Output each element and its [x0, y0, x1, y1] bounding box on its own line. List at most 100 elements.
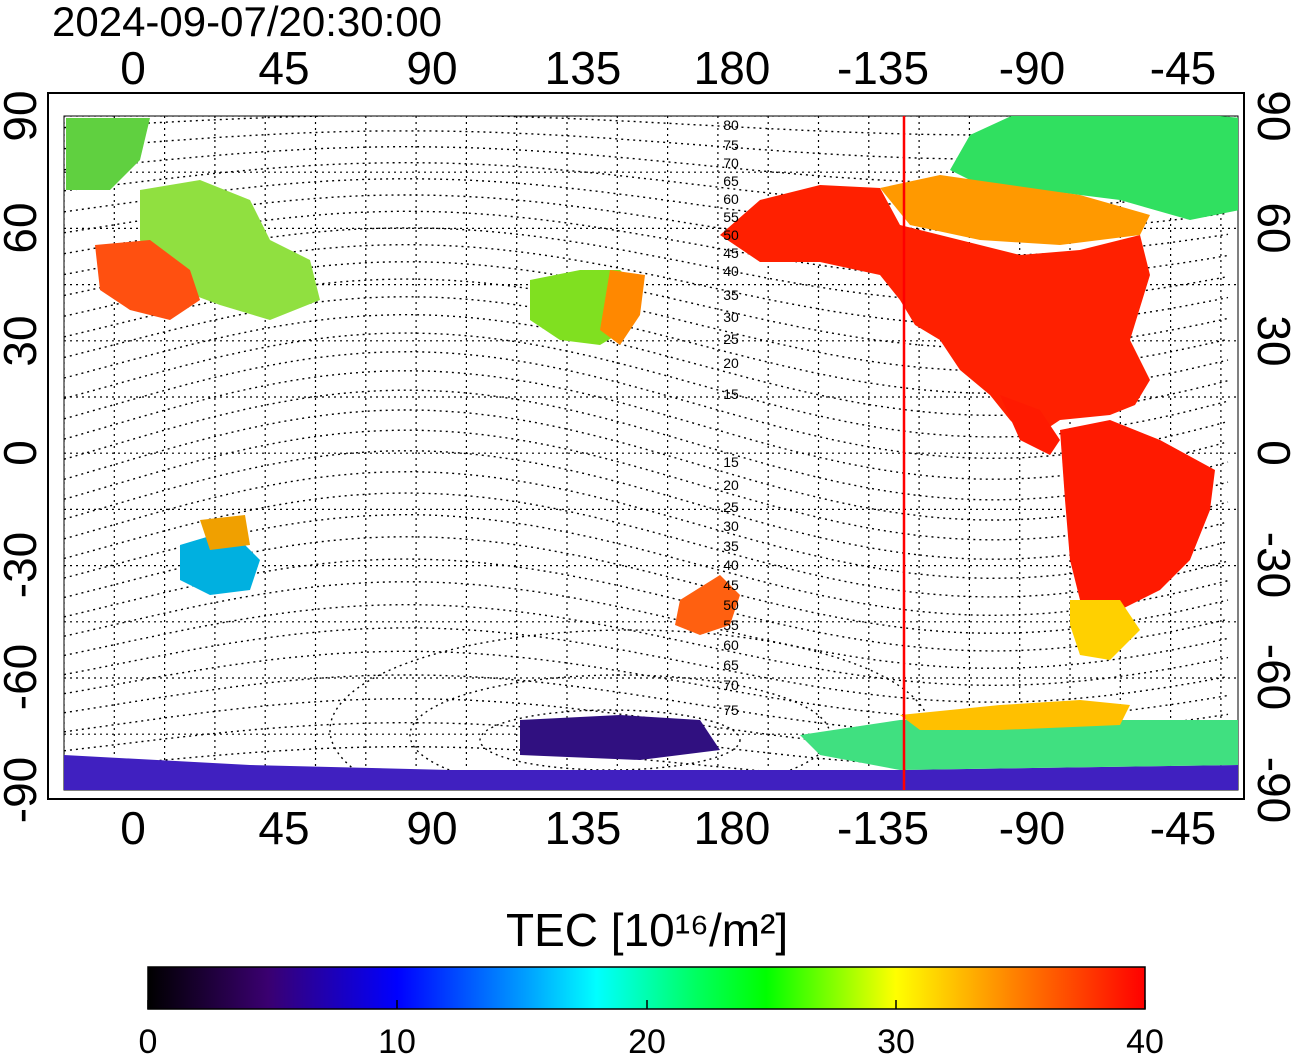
- contour-label-north: 30: [723, 309, 739, 325]
- left-lat-label: 90: [0, 90, 46, 141]
- contour-label-south: 25: [723, 499, 739, 515]
- tec-patch-new-zealand: [675, 575, 740, 635]
- top-lon-label: -45: [1150, 42, 1216, 94]
- left-lat-label: 30: [0, 315, 46, 366]
- tec-patch-south-africa-north: [200, 515, 250, 550]
- contour-line: [64, 536, 1229, 634]
- tec-patch-antarctic-ross: [520, 715, 720, 760]
- top-longitude-labels: 0 45 90 135 180 -135 -90 -45: [120, 42, 1216, 94]
- bottom-lon-label: 135: [545, 802, 622, 854]
- left-lat-label: -30: [0, 532, 46, 598]
- top-lon-label: 135: [545, 42, 622, 94]
- map-plot-area: 80 75 70 65 60 55 50 45 40 35 30 25 20 15 15 20 25 30 35 40…: [64, 116, 1238, 790]
- contour-label-south: 15: [723, 454, 739, 470]
- contour-line: [64, 314, 1229, 416]
- top-lon-label: -90: [999, 42, 1065, 94]
- tec-patch-greenland: [950, 116, 1238, 220]
- contour-line: [64, 627, 1229, 703]
- right-lat-label: -30: [1248, 532, 1294, 598]
- tec-patch-antarctic-south-america: [800, 715, 1238, 770]
- left-lat-label: 60: [0, 202, 46, 253]
- top-lon-label: 180: [694, 42, 771, 94]
- tec-patch-iberia: [95, 240, 200, 320]
- left-lat-label: -90: [0, 757, 46, 823]
- right-lat-label: 0: [1248, 440, 1294, 466]
- bottom-lon-label: -45: [1150, 802, 1216, 854]
- contour-label-north: 15: [723, 386, 739, 402]
- bottom-longitude-labels: 0 45 90 135 180 -135 -90 -45: [120, 802, 1216, 854]
- contour-label-south: 45: [723, 577, 739, 593]
- contour-line: [64, 514, 1229, 616]
- contour-line: [64, 116, 1229, 136]
- left-latitude-labels: 90 60 30 0 -30 -60 -90: [0, 90, 46, 823]
- contour-label-south: 75: [723, 702, 739, 718]
- top-lon-label: 45: [258, 42, 309, 94]
- contour-label-north: 35: [723, 287, 739, 303]
- contour-label-south: 30: [723, 518, 739, 534]
- bottom-lon-label: 90: [406, 802, 457, 854]
- contour-label-south: 20: [723, 477, 739, 493]
- top-lon-label: 0: [120, 42, 146, 94]
- top-lon-label: -135: [837, 42, 929, 94]
- colorbar-ticks: 0 10 20 30 40: [139, 1000, 1164, 1057]
- contour-label-north: 80: [723, 117, 739, 133]
- colorbar-tick-label: 30: [877, 1023, 915, 1057]
- tec-patch-antarctic-belt: [64, 755, 1238, 790]
- contour-labels: 80 75 70 65 60 55 50 45 40 35 30 25 20 15 15 20 25 30 35 40…: [723, 117, 739, 718]
- bottom-lon-label: -90: [999, 802, 1065, 854]
- tec-patch-central-america: [1000, 395, 1060, 455]
- right-lat-label: 90: [1248, 90, 1294, 141]
- right-lat-label: 60: [1248, 202, 1294, 253]
- contour-line: [64, 370, 1229, 480]
- contour-label-north: 55: [723, 209, 739, 225]
- contour-label-south: 55: [723, 617, 739, 633]
- bottom-lon-label: 180: [694, 802, 771, 854]
- right-lat-label: -60: [1248, 644, 1294, 710]
- contour-label-north: 75: [723, 137, 739, 153]
- tec-patch-north-america: [720, 185, 1150, 440]
- contour-line: [64, 389, 1229, 501]
- contour-line: [64, 604, 1229, 686]
- contour-label-north: 45: [723, 245, 739, 261]
- bottom-lon-label: 0: [120, 802, 146, 854]
- contour-line: [64, 558, 1229, 652]
- contour-label-north: 50: [723, 227, 739, 243]
- contour-label-south: 70: [723, 677, 739, 693]
- contour-label-south: 50: [723, 597, 739, 613]
- contour-label-north: 60: [723, 191, 739, 207]
- contour-line: [64, 581, 1229, 669]
- right-lat-label: 30: [1248, 315, 1294, 366]
- top-lon-label: 90: [406, 42, 457, 94]
- colorbar-tick-label: 0: [139, 1023, 158, 1057]
- contour-label-south: 65: [723, 657, 739, 673]
- contour-line: [64, 244, 1229, 326]
- contour-label-north: 25: [723, 331, 739, 347]
- contour-line: [64, 409, 1229, 521]
- right-lat-label: -90: [1248, 757, 1294, 823]
- tec-patch-antarctic-peninsula: [900, 700, 1130, 730]
- bottom-lon-label: 45: [258, 802, 309, 854]
- contour-label-north: 70: [723, 155, 739, 171]
- tec-patch-patagonia: [1070, 600, 1140, 660]
- tec-patch-south-america: [1060, 420, 1215, 610]
- tec-patch-japan: [600, 270, 645, 345]
- contour-label-north: 65: [723, 173, 739, 189]
- colorbar-label: TEC [10¹⁶/m²]: [506, 904, 788, 956]
- contour-line: [64, 130, 1229, 160]
- tec-coverage-patches: [64, 116, 1238, 790]
- contour-label-south: 60: [723, 637, 739, 653]
- contour-line: [64, 429, 1229, 541]
- colorbar-tick-label: 20: [628, 1023, 666, 1057]
- colorbar-tick-label: 40: [1126, 1023, 1164, 1057]
- map-title: 2024-09-07/20:30:00: [52, 0, 442, 45]
- contour-label-south: 35: [723, 538, 739, 554]
- contour-label-north: 20: [723, 355, 739, 371]
- contour-line: [64, 450, 1229, 560]
- bottom-lon-label: -135: [837, 802, 929, 854]
- tec-patch-arctic-canada: [880, 175, 1150, 245]
- contour-label-north: 40: [723, 263, 739, 279]
- contour-label-south: 40: [723, 557, 739, 573]
- colorbar-tick-label: 10: [378, 1023, 416, 1057]
- left-lat-label: 0: [0, 440, 46, 466]
